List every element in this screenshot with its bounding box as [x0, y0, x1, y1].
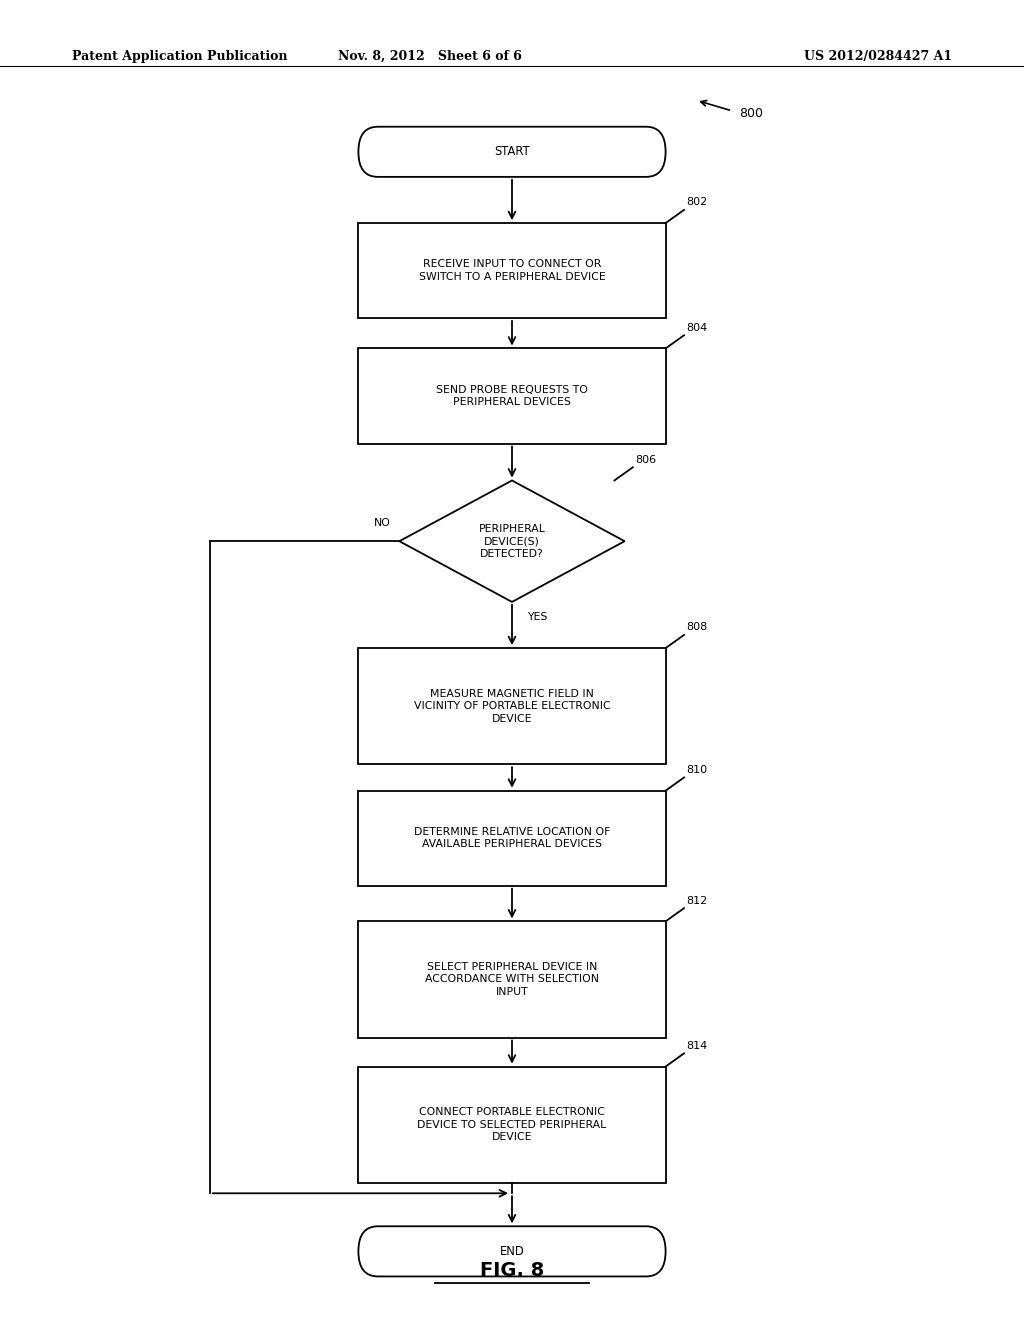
Text: 806: 806: [635, 454, 656, 465]
FancyBboxPatch shape: [358, 127, 666, 177]
Text: 804: 804: [686, 322, 708, 333]
Text: Patent Application Publication: Patent Application Publication: [72, 50, 287, 63]
FancyBboxPatch shape: [358, 791, 666, 886]
Text: FIG. 8: FIG. 8: [480, 1262, 544, 1280]
FancyBboxPatch shape: [358, 348, 666, 444]
Text: CONNECT PORTABLE ELECTRONIC
DEVICE TO SELECTED PERIPHERAL
DEVICE: CONNECT PORTABLE ELECTRONIC DEVICE TO SE…: [418, 1107, 606, 1142]
FancyBboxPatch shape: [358, 921, 666, 1038]
FancyBboxPatch shape: [358, 1226, 666, 1276]
Text: DETERMINE RELATIVE LOCATION OF
AVAILABLE PERIPHERAL DEVICES: DETERMINE RELATIVE LOCATION OF AVAILABLE…: [414, 828, 610, 849]
Text: START: START: [495, 145, 529, 158]
FancyBboxPatch shape: [358, 648, 666, 764]
Text: US 2012/0284427 A1: US 2012/0284427 A1: [804, 50, 952, 63]
Text: 810: 810: [686, 764, 708, 775]
Text: YES: YES: [527, 612, 548, 623]
FancyBboxPatch shape: [358, 223, 666, 318]
Text: 800: 800: [739, 107, 763, 120]
Text: SEND PROBE REQUESTS TO
PERIPHERAL DEVICES: SEND PROBE REQUESTS TO PERIPHERAL DEVICE…: [436, 385, 588, 407]
Text: RECEIVE INPUT TO CONNECT OR
SWITCH TO A PERIPHERAL DEVICE: RECEIVE INPUT TO CONNECT OR SWITCH TO A …: [419, 260, 605, 281]
Text: 814: 814: [686, 1040, 708, 1051]
FancyBboxPatch shape: [358, 1067, 666, 1183]
Text: END: END: [500, 1245, 524, 1258]
Text: NO: NO: [375, 517, 391, 528]
Text: SELECT PERIPHERAL DEVICE IN
ACCORDANCE WITH SELECTION
INPUT: SELECT PERIPHERAL DEVICE IN ACCORDANCE W…: [425, 962, 599, 997]
Polygon shape: [399, 480, 625, 602]
Text: Nov. 8, 2012   Sheet 6 of 6: Nov. 8, 2012 Sheet 6 of 6: [338, 50, 522, 63]
Text: 808: 808: [686, 622, 708, 632]
Text: 812: 812: [686, 895, 708, 906]
Text: MEASURE MAGNETIC FIELD IN
VICINITY OF PORTABLE ELECTRONIC
DEVICE: MEASURE MAGNETIC FIELD IN VICINITY OF PO…: [414, 689, 610, 723]
Text: 802: 802: [686, 197, 708, 207]
Text: PERIPHERAL
DEVICE(S)
DETECTED?: PERIPHERAL DEVICE(S) DETECTED?: [478, 524, 546, 558]
